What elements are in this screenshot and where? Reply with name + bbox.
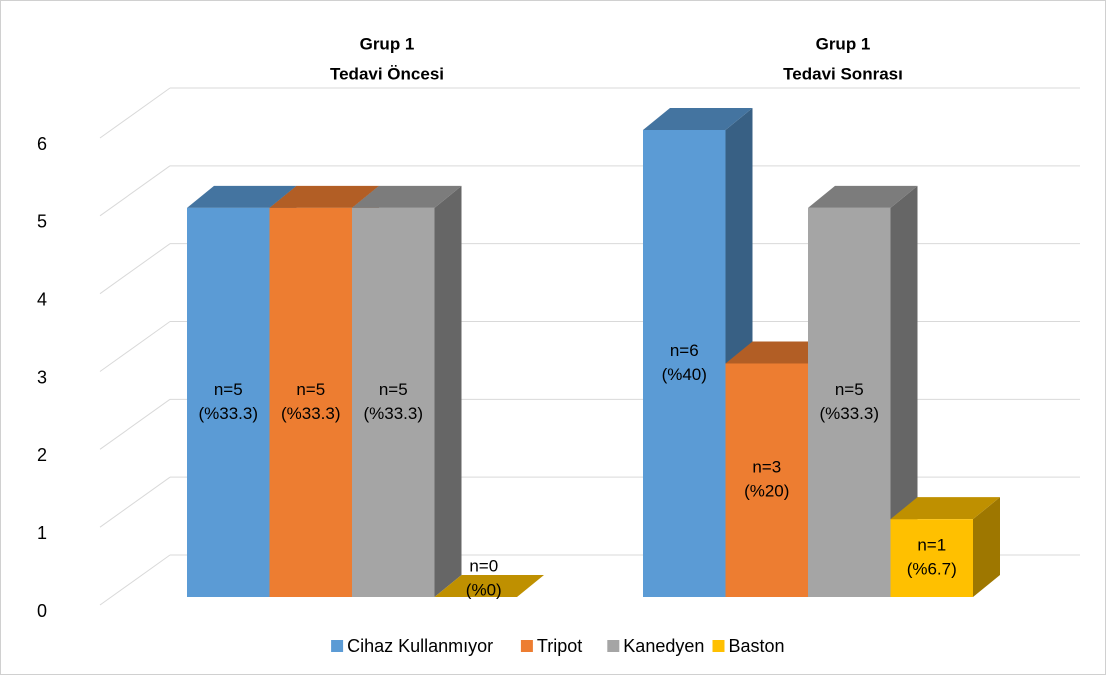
legend-swatch bbox=[712, 640, 725, 652]
y-tick-label: 3 bbox=[37, 367, 47, 387]
bar bbox=[187, 207, 270, 598]
x-category-label: Grup 1 bbox=[360, 34, 415, 53]
data-label: n=6 bbox=[670, 341, 699, 360]
bar bbox=[808, 207, 891, 598]
legend-swatch bbox=[520, 640, 533, 652]
bar-side bbox=[973, 497, 1000, 597]
data-label: n=0 bbox=[469, 556, 498, 575]
legend-label: Cihaz Kullanmıyor bbox=[347, 636, 493, 656]
bar-top bbox=[643, 108, 753, 130]
y-tick-label: 4 bbox=[37, 289, 47, 309]
legend-label: Kanedyen bbox=[623, 636, 704, 656]
bar bbox=[725, 363, 808, 597]
data-label: (%33.3) bbox=[819, 404, 879, 423]
data-label: n=5 bbox=[214, 380, 243, 399]
grid-line-diagonal bbox=[99, 554, 171, 606]
data-label: (%6.7) bbox=[907, 560, 957, 579]
data-label: (%33.3) bbox=[281, 404, 341, 423]
bar bbox=[643, 130, 726, 597]
legend-swatch bbox=[607, 640, 620, 652]
y-tick-label: 2 bbox=[37, 445, 47, 465]
bar-top bbox=[725, 341, 835, 364]
bar-top bbox=[808, 185, 918, 208]
x-category-label: Grup 1 bbox=[816, 34, 871, 53]
legend-swatch bbox=[331, 640, 344, 652]
y-tick-label: 0 bbox=[37, 601, 47, 621]
data-label: (%33.3) bbox=[363, 404, 423, 423]
bar-top bbox=[352, 185, 462, 208]
bar-top bbox=[269, 185, 379, 208]
y-tick-label: 6 bbox=[37, 134, 47, 154]
grid-line-diagonal bbox=[99, 476, 171, 528]
data-label: n=5 bbox=[379, 380, 408, 399]
legend-label: Baston bbox=[729, 636, 785, 656]
bar-side bbox=[890, 185, 918, 598]
data-label: n=5 bbox=[296, 380, 325, 399]
bar-top bbox=[434, 575, 544, 597]
grid-line-diagonal bbox=[99, 398, 171, 450]
x-category-label: Tedavi Sonrası bbox=[783, 64, 903, 83]
bar bbox=[269, 207, 352, 598]
x-category-label: Tedavi Öncesi bbox=[330, 64, 444, 83]
bar bbox=[890, 519, 973, 597]
grid-line-diagonal bbox=[99, 87, 171, 139]
grid-line-diagonal bbox=[99, 243, 171, 295]
data-label: (%33.3) bbox=[198, 404, 258, 423]
bar-side bbox=[434, 185, 462, 598]
data-label: n=5 bbox=[835, 380, 864, 399]
y-tick-label: 5 bbox=[37, 212, 47, 232]
data-label: (%40) bbox=[662, 365, 707, 384]
legend-label: Tripot bbox=[537, 636, 582, 656]
data-label: (%20) bbox=[744, 482, 789, 501]
grid-line-diagonal bbox=[99, 321, 171, 372]
grid-line-diagonal bbox=[99, 165, 171, 217]
bar-top bbox=[187, 185, 297, 208]
data-label: (%0) bbox=[466, 580, 502, 599]
data-label: n=3 bbox=[752, 458, 781, 477]
y-tick-label: 1 bbox=[37, 523, 47, 543]
bar bbox=[352, 207, 435, 598]
bar-top bbox=[890, 497, 1000, 520]
data-label: n=1 bbox=[917, 536, 946, 555]
